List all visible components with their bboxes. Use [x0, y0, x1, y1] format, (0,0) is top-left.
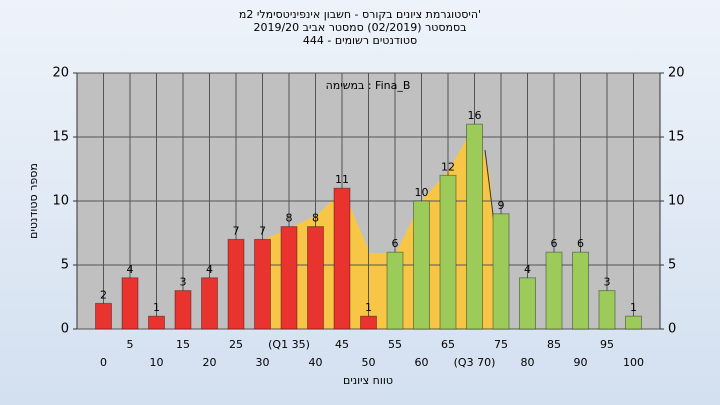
- x-tick-label: 100: [623, 356, 644, 369]
- y2-tick-label: 5: [668, 258, 676, 273]
- x-tick-label: 75: [494, 338, 508, 351]
- data-label: 7: [233, 224, 240, 237]
- x-tick-label: 25: [229, 338, 243, 351]
- x-tick-label: 30: [256, 356, 270, 369]
- data-label: 8: [312, 212, 319, 225]
- bar: [307, 226, 324, 330]
- y-tick-label: 5: [61, 258, 69, 273]
- x-tick-label: 55: [388, 338, 402, 351]
- chart-subtitle: בסמסטר (02/2019) סמסטר אביב 2019/20: [253, 21, 466, 34]
- data-label: 6: [577, 237, 584, 250]
- data-label: 4: [127, 263, 134, 276]
- bar: [333, 187, 351, 330]
- bar: [492, 213, 510, 330]
- x-tick-label: 0: [100, 356, 107, 369]
- chart-title: היסטוגרמת ציונים בקורס - חשבון אינפיניטס…: [239, 8, 481, 21]
- data-label: 8: [286, 212, 293, 225]
- x-tick-label: 5: [127, 338, 134, 351]
- chart-subtitle: סטודנטים רשומים - 444: [303, 34, 417, 47]
- bar: [598, 290, 616, 330]
- x-tick-label: 40: [309, 356, 323, 369]
- data-label: 10: [415, 186, 429, 199]
- y-tick-label: 0: [61, 322, 69, 337]
- y2-tick-label: 0: [668, 322, 676, 337]
- y2-tick-label: 20: [668, 66, 685, 81]
- bar: [95, 302, 112, 330]
- data-label: 2: [100, 288, 107, 301]
- x-axis-label: טווח ציונים: [343, 374, 393, 387]
- x-tick-label: 10: [150, 356, 164, 369]
- x-tick-label: 95: [600, 338, 614, 351]
- bar: [360, 315, 377, 330]
- data-label: 1: [153, 301, 160, 314]
- x-tick-label: 50: [362, 356, 376, 369]
- bar: [174, 290, 192, 330]
- x-tick-label: 20: [203, 356, 217, 369]
- data-label: 1: [630, 301, 637, 314]
- x-tick-label: (Q1 35): [268, 338, 310, 351]
- bar: [519, 277, 536, 330]
- x-tick-label: 65: [441, 338, 455, 351]
- bar: [386, 251, 404, 330]
- bar: [572, 251, 589, 330]
- x-tick-label: 90: [574, 356, 588, 369]
- data-label: 3: [604, 276, 611, 289]
- bar: [148, 315, 165, 330]
- data-label: 6: [551, 237, 558, 250]
- bar: [254, 238, 271, 330]
- data-label: 9: [498, 199, 505, 212]
- bar: [201, 277, 218, 330]
- annotation: במשימה : Fina_B: [326, 79, 411, 92]
- data-label: 4: [206, 263, 213, 276]
- bar: [121, 277, 139, 330]
- bar: [466, 123, 483, 330]
- y-tick-label: 20: [52, 66, 69, 81]
- x-tick-label: 45: [335, 338, 349, 351]
- bar: [625, 315, 642, 330]
- y-tick-label: 10: [52, 194, 69, 209]
- x-tick-label: 60: [415, 356, 429, 369]
- x-tick-label: 80: [521, 356, 535, 369]
- y-axis-label: מספר סטודנטים: [27, 163, 40, 239]
- data-label: 12: [441, 160, 455, 173]
- data-label: 7: [259, 224, 266, 237]
- y-tick-label: 15: [52, 130, 69, 145]
- bar: [545, 251, 563, 330]
- data-label: 11: [335, 173, 349, 186]
- data-label: 3: [180, 276, 187, 289]
- bar: [227, 238, 245, 330]
- y2-tick-label: 15: [668, 130, 685, 145]
- x-tick-label: 15: [176, 338, 190, 351]
- x-tick-label: 85: [547, 338, 561, 351]
- x-tick-label: (Q3 70): [454, 356, 496, 369]
- bar: [413, 200, 430, 330]
- bar: [280, 226, 298, 330]
- bar: [439, 174, 457, 330]
- data-label: 6: [392, 237, 399, 250]
- y2-tick-label: 10: [668, 194, 685, 209]
- data-label: 4: [524, 263, 531, 276]
- data-label: 16: [468, 109, 482, 122]
- data-label: 1: [365, 301, 372, 314]
